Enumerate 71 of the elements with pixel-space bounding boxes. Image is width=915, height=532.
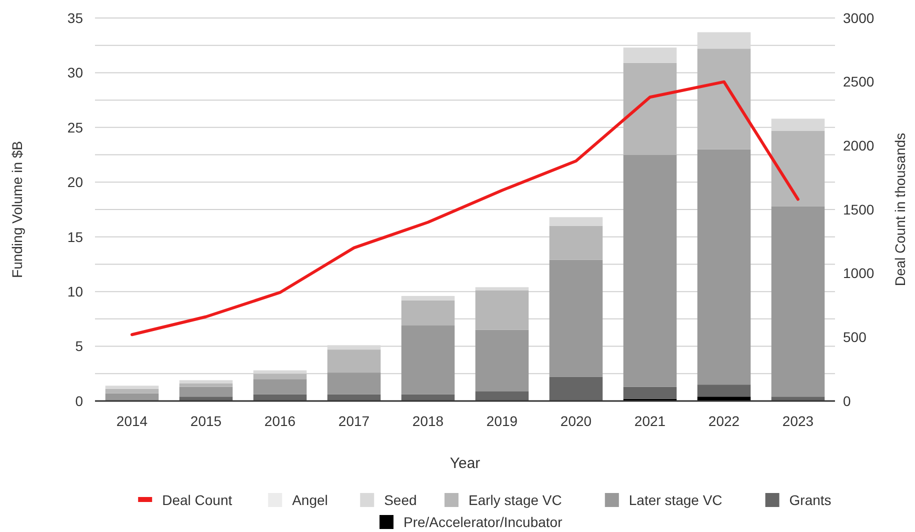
y2-tick-label: 1500	[843, 201, 874, 218]
y-axis-title: Funding Volume in $B	[9, 141, 25, 278]
bar	[475, 290, 529, 330]
bar	[179, 386, 233, 397]
bar	[253, 394, 307, 401]
x-tick-label: 2019	[486, 413, 518, 429]
y2-tick-label: 2000	[843, 138, 874, 154]
bar	[401, 300, 455, 326]
legend-label: Pre/Accelerator/Incubator	[404, 514, 563, 530]
bar	[549, 260, 603, 377]
bar	[179, 380, 233, 384]
legend-label: Early stage VC	[468, 492, 562, 508]
x-axis-title: Year	[450, 455, 480, 472]
y2-tick-label: 1000	[843, 265, 874, 282]
legend-label: Later stage VC	[628, 492, 722, 508]
legend-label: Grants	[789, 492, 832, 508]
bar	[327, 350, 381, 373]
bar	[105, 388, 159, 394]
bar	[179, 396, 233, 401]
y2-tick-label: 3000	[843, 10, 874, 26]
x-tick-label: 2016	[264, 413, 296, 429]
bar	[253, 374, 307, 380]
legend-label: Deal Count	[162, 492, 232, 508]
y-tick-label: 0	[75, 392, 84, 409]
y2-tick-label: 0	[843, 392, 851, 409]
bar	[105, 386, 159, 389]
bar	[697, 149, 751, 385]
y-tick-label: 15	[67, 228, 84, 245]
y-tick-label: 5	[75, 338, 84, 354]
x-tick-label: 2022	[708, 413, 740, 429]
bar	[105, 393, 159, 401]
x-tick-label: 2018	[412, 413, 444, 429]
bar	[549, 226, 603, 260]
legend-label: Seed	[384, 492, 417, 508]
bar	[179, 383, 233, 387]
bar	[697, 48, 751, 150]
bar	[697, 384, 751, 397]
bar	[771, 206, 825, 397]
legend-label: Angel	[292, 492, 328, 508]
bar	[549, 376, 603, 401]
bar	[623, 62, 677, 155]
y-tick-label: 10	[67, 283, 84, 300]
bar	[771, 130, 825, 206]
bar	[475, 287, 529, 290]
x-tick-label: 2015	[190, 413, 222, 429]
bar	[549, 217, 603, 226]
x-tick-label: 2023	[782, 413, 814, 429]
bar	[771, 396, 825, 401]
bar	[327, 372, 381, 394]
bar	[253, 379, 307, 394]
y-tick-label: 20	[67, 174, 84, 190]
x-tick-label: 2014	[116, 413, 148, 429]
bar	[401, 325, 455, 394]
bar	[327, 394, 381, 401]
y2-tick-label: 2500	[843, 74, 874, 90]
y-tick-label: 25	[67, 119, 84, 136]
y-tick-label: 30	[67, 64, 84, 81]
bar	[475, 391, 529, 401]
bar	[623, 386, 677, 399]
bar	[623, 154, 677, 387]
bar	[697, 396, 751, 401]
x-tick-label: 2021	[634, 413, 666, 429]
bar	[475, 330, 529, 392]
bar	[401, 296, 455, 300]
y2-tick-label: 500	[843, 329, 867, 346]
line-series	[130, 80, 800, 336]
y-tick-label: 35	[67, 10, 84, 26]
bar	[401, 394, 455, 401]
x-tick-label: 2020	[560, 413, 592, 429]
x-tick-label: 2017	[338, 413, 370, 429]
y2-axis-title: Deal Count in thousands	[892, 132, 908, 286]
